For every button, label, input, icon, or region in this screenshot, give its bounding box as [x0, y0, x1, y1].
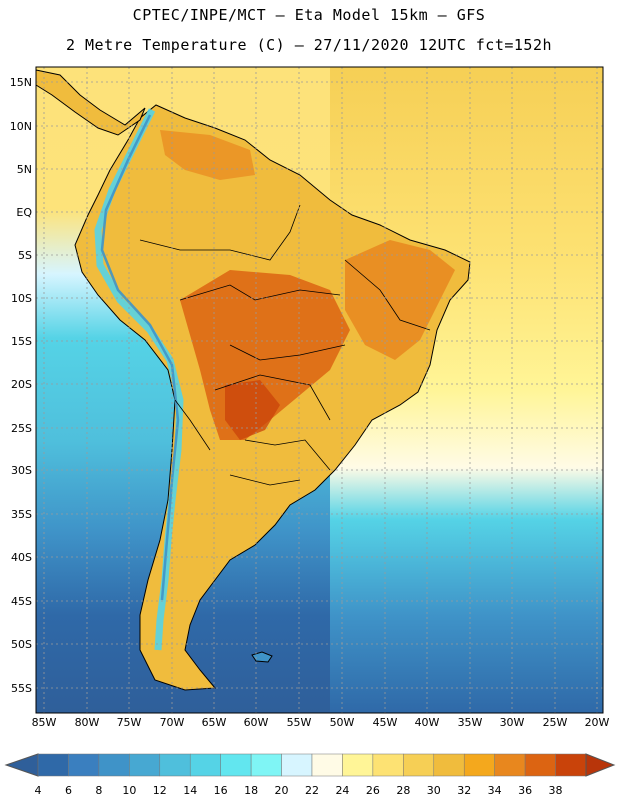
colorbar-label: 8	[95, 784, 102, 797]
lat-label: 30S	[11, 464, 32, 477]
heat-northeast	[345, 240, 455, 360]
colorbar-label: 38	[549, 784, 563, 797]
lat-label: 15S	[11, 335, 32, 348]
colorbar-label: 28	[396, 784, 410, 797]
lon-label: 20W	[585, 716, 610, 729]
map-subtitle: 2 Metre Temperature (C) – 27/11/2020 12U…	[65, 36, 553, 54]
colorbar-over-arrow	[585, 753, 616, 777]
colorbar-under-arrow	[4, 753, 39, 777]
colorbar-label: 14	[183, 784, 197, 797]
colorbar-label: 24	[335, 784, 349, 797]
colorbar-label: 6	[65, 784, 72, 797]
colorbar-swatch	[433, 753, 465, 777]
colorbar-label: 32	[457, 784, 471, 797]
colorbar-label: 18	[244, 784, 258, 797]
country-borders	[139, 204, 431, 486]
colorbar-swatch	[555, 753, 587, 777]
map-frame	[35, 66, 604, 714]
colorbar-swatch	[281, 753, 313, 777]
lon-label: 40W	[415, 716, 440, 729]
lat-label: 50S	[11, 638, 32, 651]
heat-north	[160, 130, 255, 180]
colorbar-swatch	[98, 753, 130, 777]
colorbar-label: 36	[518, 784, 532, 797]
lat-label: 5N	[17, 163, 32, 176]
lat-label: 35S	[11, 508, 32, 521]
colorbar-label: 30	[427, 784, 441, 797]
lat-label: 5S	[18, 249, 32, 262]
lon-label: 25W	[543, 716, 568, 729]
longitude-labels: 85W 80W 75W 70W 65W 60W 55W 50W 45W 40W …	[32, 716, 610, 729]
lat-label: 40S	[11, 551, 32, 564]
lon-label: 35W	[458, 716, 483, 729]
lat-label: 15N	[10, 76, 32, 89]
heat-core	[180, 270, 350, 440]
lat-label: 20S	[11, 378, 32, 391]
latitude-labels: 15N 10N 5N EQ 5S 10S 15S 20S 25S 30S 35S…	[10, 76, 33, 695]
lat-label: EQ	[16, 206, 32, 219]
lon-label: 50W	[330, 716, 355, 729]
lon-label: 80W	[75, 716, 100, 729]
colorbar-label: 10	[122, 784, 136, 797]
colorbar-label: 4	[35, 784, 42, 797]
colorbar-swatch	[494, 753, 526, 777]
colorbar-swatch	[372, 753, 404, 777]
map-title: CPTEC/INPE/MCT – Eta Model 15km – GFS	[132, 6, 486, 24]
colorbar-label: 12	[153, 784, 167, 797]
lon-label: 30W	[500, 716, 525, 729]
colorbar-swatch	[342, 753, 374, 777]
central-america	[35, 69, 146, 136]
colorbar-swatch	[524, 753, 556, 777]
colorbar-swatch	[68, 753, 100, 777]
colorbar-swatch	[311, 753, 343, 777]
colorbar-swatch	[403, 753, 435, 777]
colorbar-label: 16	[214, 784, 228, 797]
heat-chaco	[225, 380, 280, 440]
lon-label: 65W	[202, 716, 227, 729]
lat-label: 45S	[11, 595, 32, 608]
colorbar-label: 20	[275, 784, 289, 797]
falkland-islands	[251, 651, 273, 663]
andes-core	[100, 114, 180, 601]
colorbar-swatch	[220, 753, 252, 777]
lat-label: 55S	[11, 682, 32, 695]
temperature-map: 15N 10N 5N EQ 5S 10S 15S 20S 25S 30S 35S…	[10, 66, 610, 729]
lon-label: 70W	[160, 716, 185, 729]
colorbar-swatch	[463, 753, 495, 777]
lat-label: 25S	[11, 422, 32, 435]
colorbar-label: 26	[366, 784, 380, 797]
colorbar-swatch	[189, 753, 221, 777]
lon-label: 55W	[287, 716, 312, 729]
colorbar-swatch	[129, 753, 161, 777]
lon-label: 45W	[373, 716, 398, 729]
lon-label: 60W	[244, 716, 269, 729]
colorbar-label: 22	[305, 784, 319, 797]
lat-label: 10N	[10, 120, 32, 133]
lon-label: 75W	[117, 716, 142, 729]
colorbar-swatch	[250, 753, 282, 777]
colorbar-swatch	[159, 753, 191, 777]
lat-label: 10S	[11, 292, 32, 305]
colorbar: 4 6 8 10 12 14 16 18 20 22 24 26 28 30 32 34 36 38	[4, 753, 616, 797]
colorbar-label: 34	[488, 784, 502, 797]
lon-label: 85W	[32, 716, 57, 729]
colorbar-swatch	[37, 753, 69, 777]
